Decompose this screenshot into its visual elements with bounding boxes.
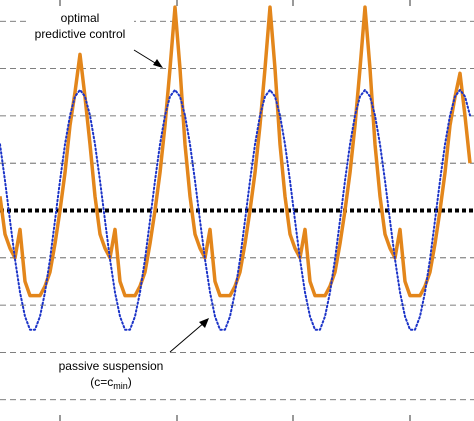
- label-background: [28, 8, 134, 44]
- annotations: optimal predictive control passive suspe…: [28, 8, 209, 392]
- annotation-text: passive suspension: [59, 359, 164, 373]
- annotation-text: predictive control: [35, 27, 126, 41]
- arrow-head: [199, 318, 209, 328]
- data-line: [0, 88, 471, 331]
- formula-part: (c=c: [90, 375, 113, 389]
- label-background: [52, 356, 170, 392]
- data-line: [0, 5, 472, 298]
- formula-part: ): [128, 375, 132, 389]
- annotation-text: optimal: [61, 11, 100, 25]
- arrow-head: [153, 59, 163, 68]
- annotation-arrow: [169, 321, 206, 353]
- formula-subscript: min: [113, 381, 128, 391]
- annotation-formula: (c=cmin): [90, 375, 132, 391]
